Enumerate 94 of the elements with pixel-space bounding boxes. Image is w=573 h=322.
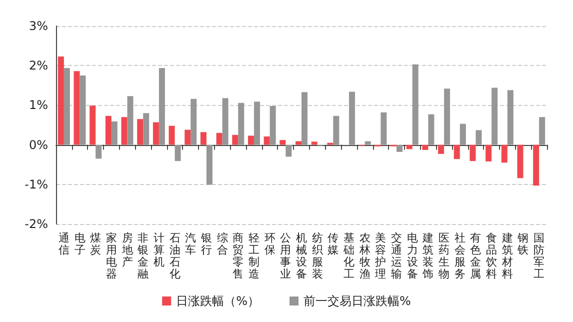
x-tick-label: 石油石化 <box>169 232 180 280</box>
bar <box>286 144 292 157</box>
bar <box>454 144 460 160</box>
bar <box>80 76 86 145</box>
x-tick-label: 建筑材料 <box>500 232 513 280</box>
x-tick-label: 房地产 <box>120 232 133 268</box>
bar <box>111 121 118 145</box>
bar <box>238 102 244 145</box>
x-tick-label: 传媒 <box>328 232 339 256</box>
y-tick-label: 1% <box>28 98 48 112</box>
legend-label: 日涨跌幅（%） <box>176 294 260 308</box>
bar <box>105 116 112 145</box>
bar <box>406 144 412 150</box>
bar <box>264 136 270 145</box>
bar <box>302 92 308 145</box>
bar <box>476 130 482 145</box>
bar <box>486 144 492 162</box>
bar <box>232 134 238 145</box>
x-tick-label: 银行 <box>200 232 212 256</box>
bar <box>470 144 476 162</box>
y-tick-label: 0% <box>28 138 48 152</box>
x-tick-label: 建筑装饰 <box>422 232 434 280</box>
x-tick-label: 电子 <box>74 232 86 256</box>
bar <box>190 98 197 145</box>
x-tick-label: 钢铁 <box>516 232 529 256</box>
bar <box>184 130 191 145</box>
bar <box>460 124 466 145</box>
bar <box>364 141 371 145</box>
x-tick-label: 轻工制造 <box>248 232 260 280</box>
x-tick-label: 机械设备 <box>296 232 307 280</box>
bar <box>270 106 276 145</box>
bar <box>152 122 159 145</box>
legend-label: 前一交易日涨跌幅% <box>304 294 411 308</box>
y-tick-label: -1% <box>24 177 48 192</box>
x-tick-label: 有色金属 <box>470 232 482 280</box>
bar <box>121 117 128 145</box>
x-tick-label: 商贸零售 <box>232 232 244 280</box>
bar <box>222 98 228 145</box>
x-tick-label: 环保 <box>264 232 276 256</box>
bar <box>539 117 546 145</box>
bar <box>492 88 498 145</box>
x-tick-label: 美容护理 <box>374 232 386 280</box>
bar <box>74 71 80 145</box>
x-tick-label: 基础化工 <box>342 232 355 280</box>
bar <box>174 144 181 162</box>
x-tick-label: 交通运输 <box>391 232 402 280</box>
x-tick-label: 公用事业 <box>280 232 292 280</box>
bar <box>422 144 428 150</box>
bar <box>248 136 254 145</box>
bar <box>396 144 403 152</box>
bar <box>168 126 175 145</box>
x-tick-label: 家用电器 <box>106 232 117 280</box>
x-tick-label: 计算机 <box>153 232 164 268</box>
bar <box>380 112 387 145</box>
bar <box>127 96 134 145</box>
bar <box>517 144 524 178</box>
y-tick-label: 2% <box>28 58 48 73</box>
x-tick-label: 医药生物 <box>438 232 450 280</box>
x-tick-label: 纺织服装 <box>312 232 323 280</box>
bar <box>90 106 96 145</box>
y-tick-label: 3% <box>28 19 48 33</box>
bar <box>206 144 212 185</box>
bar <box>311 142 318 145</box>
bar <box>333 116 340 145</box>
x-tick-label: 农林牧渔 <box>358 232 370 280</box>
bar <box>280 140 286 145</box>
bar <box>58 56 64 145</box>
x-tick-label: 社会服务 <box>454 232 466 280</box>
bar <box>412 64 418 145</box>
bar <box>444 88 450 145</box>
x-tick-label: 非银金融 <box>136 232 149 280</box>
bar <box>507 90 514 145</box>
x-tick-label: 食品饮料 <box>485 232 498 280</box>
bar <box>200 132 206 145</box>
bar <box>143 113 150 145</box>
bar <box>158 68 165 145</box>
y-tick-label: -2% <box>24 217 48 231</box>
x-tick-label: 电力设备 <box>406 232 418 280</box>
bar <box>64 68 70 145</box>
bar <box>533 144 540 186</box>
x-tick-label: 综合 <box>216 232 228 256</box>
bar <box>137 119 144 145</box>
x-tick-label: 煤炭 <box>90 232 102 256</box>
x-tick-label: 通信 <box>58 232 70 256</box>
bar <box>296 141 302 145</box>
bar <box>254 102 260 145</box>
bar <box>428 114 434 145</box>
x-tick-label: 国防军工 <box>534 232 545 280</box>
bar <box>216 132 222 145</box>
bar <box>438 144 444 154</box>
bar <box>96 144 102 159</box>
bar <box>501 144 508 163</box>
x-tick-label: 汽车 <box>185 232 196 256</box>
bar <box>349 92 356 145</box>
